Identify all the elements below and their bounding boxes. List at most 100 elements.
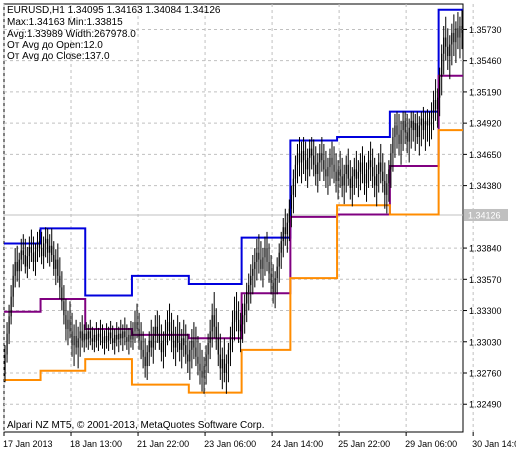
candle-body: [327, 167, 329, 177]
candle-body: [69, 319, 71, 332]
candle-body: [45, 238, 47, 244]
stats-avg-open: От Avg до Open:12.0: [7, 40, 103, 51]
candle-body: [412, 120, 414, 131]
candle-body: [414, 123, 416, 131]
price-axis: 1.35730 1.35460 1.35190 1.34920 1.34650 1.343…: [463, 25, 508, 410]
candle-body: [114, 334, 116, 343]
candle-body: [335, 171, 337, 181]
candle-body: [168, 322, 171, 332]
time-tick-label: 29 Jan 06:00: [405, 439, 457, 449]
candle-body: [75, 335, 77, 348]
candle-body: [191, 340, 193, 350]
candle-body: [118, 333, 120, 340]
candle-body: [138, 329, 140, 341]
copyright-text: Alpari NZ MT5, © 2001-2013, MetaQuotes S…: [7, 420, 264, 431]
candle-body: [292, 178, 295, 195]
candle-body: [363, 174, 366, 184]
candle-body: [288, 208, 290, 223]
candle-body: [179, 342, 181, 350]
candle-body: [244, 303, 246, 316]
candle-body: [307, 157, 309, 170]
candle-body: [6, 333, 8, 355]
candle-body: [278, 252, 280, 267]
candle-body: [231, 322, 234, 336]
candle-body: [315, 164, 317, 175]
candle-body: [215, 326, 217, 339]
candle-body: [65, 315, 67, 330]
candle-body: [120, 333, 122, 339]
stats-avg-close: От Avg до Close:137.0: [7, 51, 110, 62]
candle-body: [449, 44, 451, 57]
candle-body: [333, 164, 335, 172]
candle-body: [142, 349, 144, 357]
candle-body: [290, 194, 292, 209]
candle-body: [461, 25, 463, 33]
candle-body: [199, 363, 201, 371]
candle-body: [382, 171, 384, 181]
candle-body: [227, 349, 230, 364]
candles: [4, 9, 463, 394]
candle-body: [73, 335, 75, 346]
candle-body: [233, 310, 236, 323]
candle-body: [441, 53, 443, 77]
plot-area[interactable]: [3, 3, 464, 433]
candle-body: [252, 268, 254, 276]
candle-body: [445, 37, 447, 47]
candle-body: [170, 331, 173, 341]
candle-body: [110, 332, 112, 339]
candle-body: [136, 322, 138, 330]
candle-body: [144, 356, 146, 367]
time-tick-label: 18 Jan 13:00: [70, 439, 122, 449]
candle-body: [47, 238, 49, 253]
candle-body: [398, 134, 400, 144]
candle-body: [396, 125, 398, 135]
candle-body: [28, 246, 30, 257]
candle-body: [237, 319, 240, 332]
price-tick-label: 1.34650: [469, 150, 502, 160]
candle-body: [221, 359, 223, 369]
candle-body: [126, 337, 128, 342]
candle-body: [406, 132, 408, 142]
candle-body: [12, 275, 14, 297]
candle-body: [79, 331, 81, 339]
candle-body: [248, 285, 250, 293]
candle-body: [154, 326, 156, 336]
candle-body: [394, 125, 396, 138]
candle-body: [329, 157, 331, 168]
price-tick-label: 1.35190: [469, 87, 502, 97]
candle-body: [284, 227, 286, 235]
candle-body: [408, 127, 410, 142]
candle-body: [32, 252, 35, 262]
price-tick-label: 1.34380: [469, 181, 502, 191]
price-tick-label: 1.33570: [469, 275, 502, 285]
candle-body: [357, 171, 360, 179]
candle-body: [140, 340, 142, 350]
candle-body: [148, 340, 150, 353]
candle-body: [418, 125, 420, 138]
candle-body: [93, 334, 95, 342]
candle-body: [166, 322, 169, 332]
candle-body: [10, 296, 12, 317]
candle-body: [369, 160, 372, 168]
candle-body: [434, 100, 437, 110]
candle-body: [8, 316, 10, 334]
candle-body: [343, 174, 345, 186]
candle-body: [55, 259, 57, 269]
price-tick-label: 1.34920: [469, 119, 502, 129]
candle-body: [24, 255, 26, 267]
candle-body: [420, 118, 422, 126]
candle-body: [459, 25, 461, 38]
candle-body: [376, 174, 378, 186]
candle-body: [351, 176, 353, 188]
stats-avg-width: Avg:1.33989 Width:267978.0: [7, 29, 136, 40]
candle-body: [189, 349, 191, 362]
candle-body: [242, 315, 244, 325]
candle-body: [172, 340, 175, 348]
candle-body: [300, 150, 303, 163]
candle-body: [384, 180, 386, 195]
candle-body: [160, 342, 163, 353]
candle-body: [201, 370, 203, 378]
candle-body: [274, 278, 276, 293]
